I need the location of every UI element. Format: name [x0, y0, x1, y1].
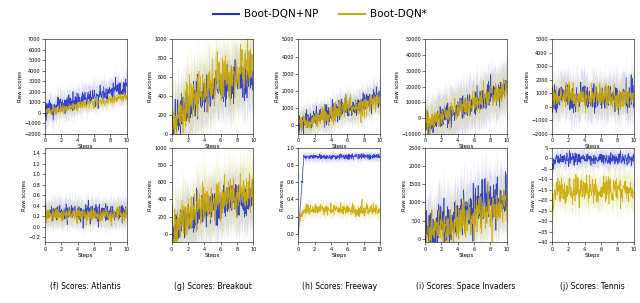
Text: (d) Scores: Asterix: (d) Scores: Asterix: [431, 174, 501, 182]
X-axis label: Steps: Steps: [332, 144, 347, 149]
Text: (h) Scores: Freeway: (h) Scores: Freeway: [301, 282, 377, 291]
Legend: Boot-DQN+NP, Boot-DQN*: Boot-DQN+NP, Boot-DQN*: [209, 5, 431, 24]
X-axis label: Steps: Steps: [585, 253, 600, 258]
Text: (i) Scores: Space Invaders: (i) Scores: Space Invaders: [416, 282, 516, 291]
X-axis label: Steps: Steps: [205, 253, 220, 258]
Y-axis label: Raw scores: Raw scores: [18, 71, 22, 102]
X-axis label: Steps: Steps: [585, 144, 600, 149]
Text: (e) Scores: Asteroids: (e) Scores: Asteroids: [553, 174, 632, 182]
Text: (b) Scores: Amidar: (b) Scores: Amidar: [177, 174, 248, 182]
X-axis label: Steps: Steps: [205, 144, 220, 149]
Y-axis label: Raw scores: Raw scores: [22, 180, 28, 211]
X-axis label: Steps: Steps: [78, 253, 93, 258]
X-axis label: Steps: Steps: [458, 144, 474, 149]
Y-axis label: Raw scores: Raw scores: [402, 180, 407, 211]
Text: (j) Scores: Tennis: (j) Scores: Tennis: [561, 282, 625, 291]
Y-axis label: Raw scores: Raw scores: [275, 71, 280, 102]
Y-axis label: Raw scores: Raw scores: [280, 180, 285, 211]
Y-axis label: Raw scores: Raw scores: [148, 180, 154, 211]
Text: (g) Scores: Breakout: (g) Scores: Breakout: [173, 282, 252, 291]
Text: (a) Scores: Alien: (a) Scores: Alien: [54, 174, 117, 182]
Y-axis label: Raw scores: Raw scores: [148, 71, 154, 102]
Y-axis label: Raw scores: Raw scores: [395, 71, 400, 102]
Y-axis label: Raw scores: Raw scores: [531, 180, 536, 211]
Y-axis label: Raw scores: Raw scores: [525, 71, 530, 102]
Text: (c) Scores: Assault: (c) Scores: Assault: [304, 174, 374, 182]
X-axis label: Steps: Steps: [332, 253, 347, 258]
X-axis label: Steps: Steps: [78, 144, 93, 149]
X-axis label: Steps: Steps: [458, 253, 474, 258]
Text: (f) Scores: Atlantis: (f) Scores: Atlantis: [51, 282, 121, 291]
